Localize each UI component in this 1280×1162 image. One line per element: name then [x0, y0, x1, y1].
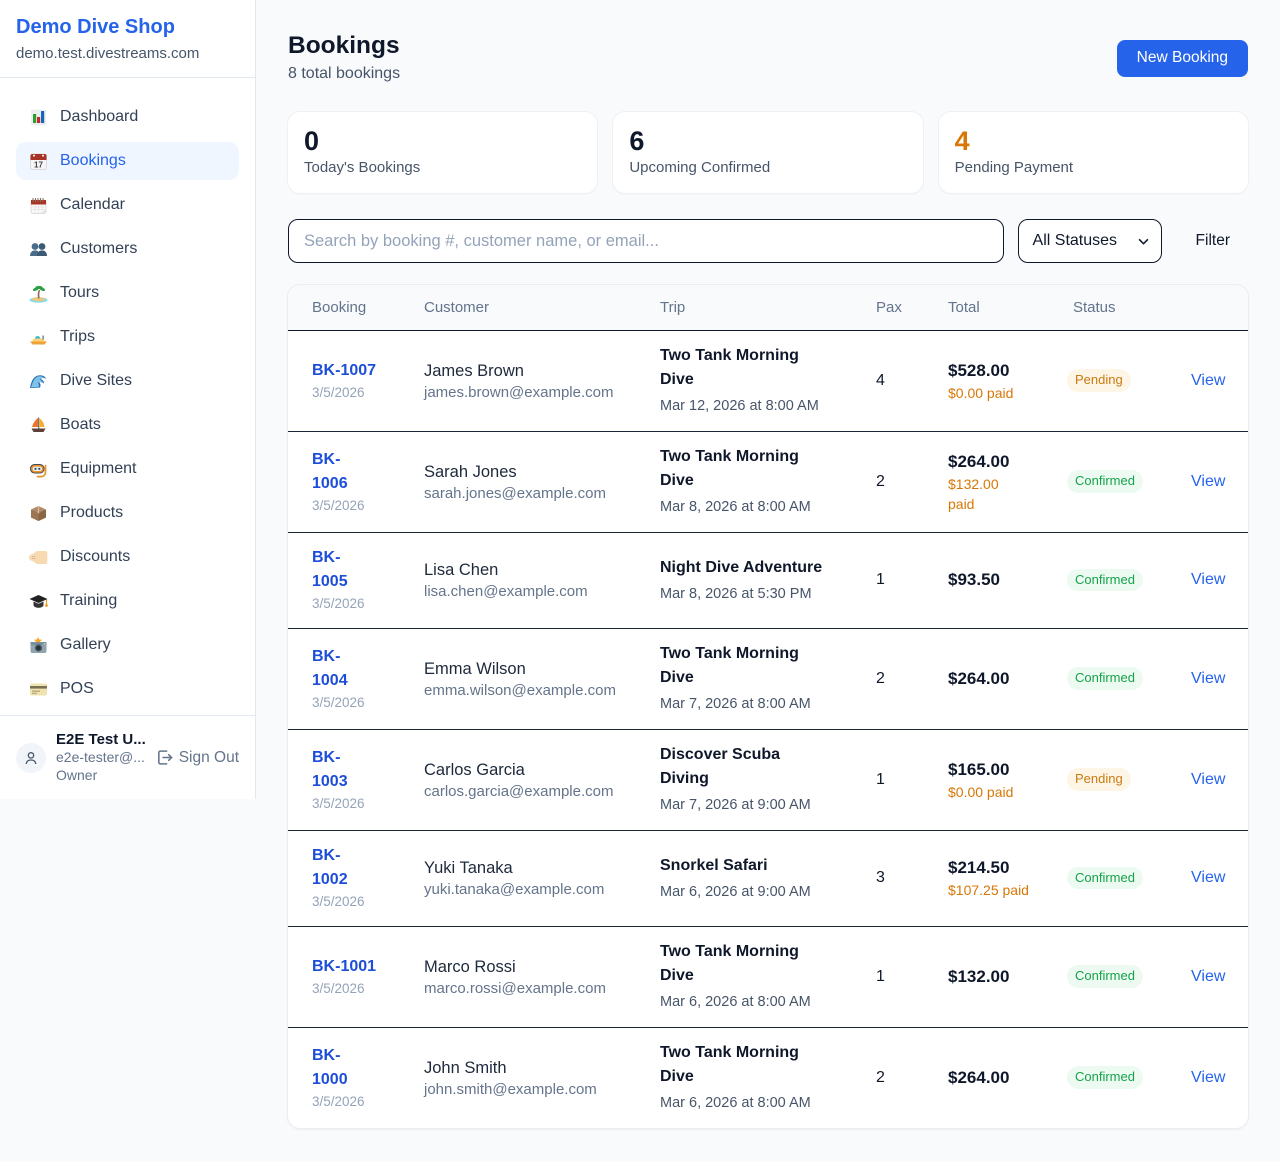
svg-text:17: 17 [34, 160, 43, 169]
